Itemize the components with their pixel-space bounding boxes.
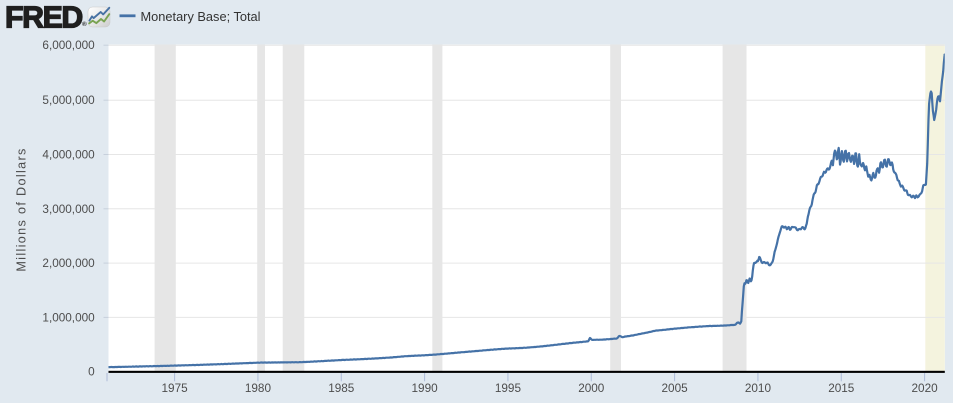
svg-text:3,000,000: 3,000,000 [42,203,95,216]
svg-text:Millions of Dollars: Millions of Dollars [15,147,29,271]
svg-text:2020: 2020 [912,382,939,395]
svg-text:1980: 1980 [245,382,272,395]
svg-text:2005: 2005 [662,382,689,395]
svg-text:2,000,000: 2,000,000 [42,257,95,270]
svg-text:6,000,000: 6,000,000 [42,39,95,52]
svg-text:4,000,000: 4,000,000 [42,149,95,162]
svg-text:2000: 2000 [578,382,605,395]
svg-text:2010: 2010 [745,382,772,395]
svg-text:®: ® [82,20,87,28]
svg-text:FRED: FRED [5,1,82,34]
svg-text:1,000,000: 1,000,000 [42,311,95,324]
svg-text:Monetary Base; Total: Monetary Base; Total [141,9,261,24]
svg-text:1990: 1990 [412,382,439,395]
svg-text:5,000,000: 5,000,000 [42,94,95,107]
svg-text:1985: 1985 [328,382,355,395]
svg-text:0: 0 [88,366,95,379]
svg-text:2015: 2015 [828,382,855,395]
svg-text:1975: 1975 [162,382,189,395]
svg-text:1995: 1995 [495,382,522,395]
